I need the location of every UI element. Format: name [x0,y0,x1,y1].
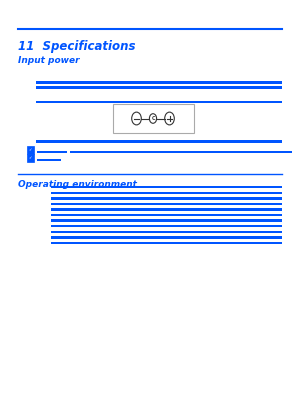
Text: ✓: ✓ [28,156,32,160]
FancyBboxPatch shape [51,186,282,188]
FancyBboxPatch shape [36,101,282,103]
Text: Operating environment: Operating environment [18,180,137,190]
Text: ✓: ✓ [28,148,32,152]
FancyBboxPatch shape [27,146,34,154]
FancyBboxPatch shape [51,242,282,244]
FancyBboxPatch shape [112,104,194,133]
FancyBboxPatch shape [37,159,61,161]
Text: 11  Specifications: 11 Specifications [18,40,136,53]
FancyBboxPatch shape [51,192,282,194]
FancyBboxPatch shape [37,151,67,153]
FancyBboxPatch shape [36,81,282,84]
Text: C: C [151,116,155,121]
FancyBboxPatch shape [51,219,282,222]
FancyBboxPatch shape [36,86,282,89]
FancyBboxPatch shape [51,231,282,233]
FancyBboxPatch shape [70,151,292,153]
FancyBboxPatch shape [51,197,282,200]
Text: Input power: Input power [18,56,80,65]
FancyBboxPatch shape [27,154,34,162]
FancyBboxPatch shape [36,140,282,143]
FancyBboxPatch shape [51,203,282,205]
FancyBboxPatch shape [51,208,282,211]
FancyBboxPatch shape [51,236,282,239]
FancyBboxPatch shape [51,214,282,216]
FancyBboxPatch shape [51,225,282,227]
